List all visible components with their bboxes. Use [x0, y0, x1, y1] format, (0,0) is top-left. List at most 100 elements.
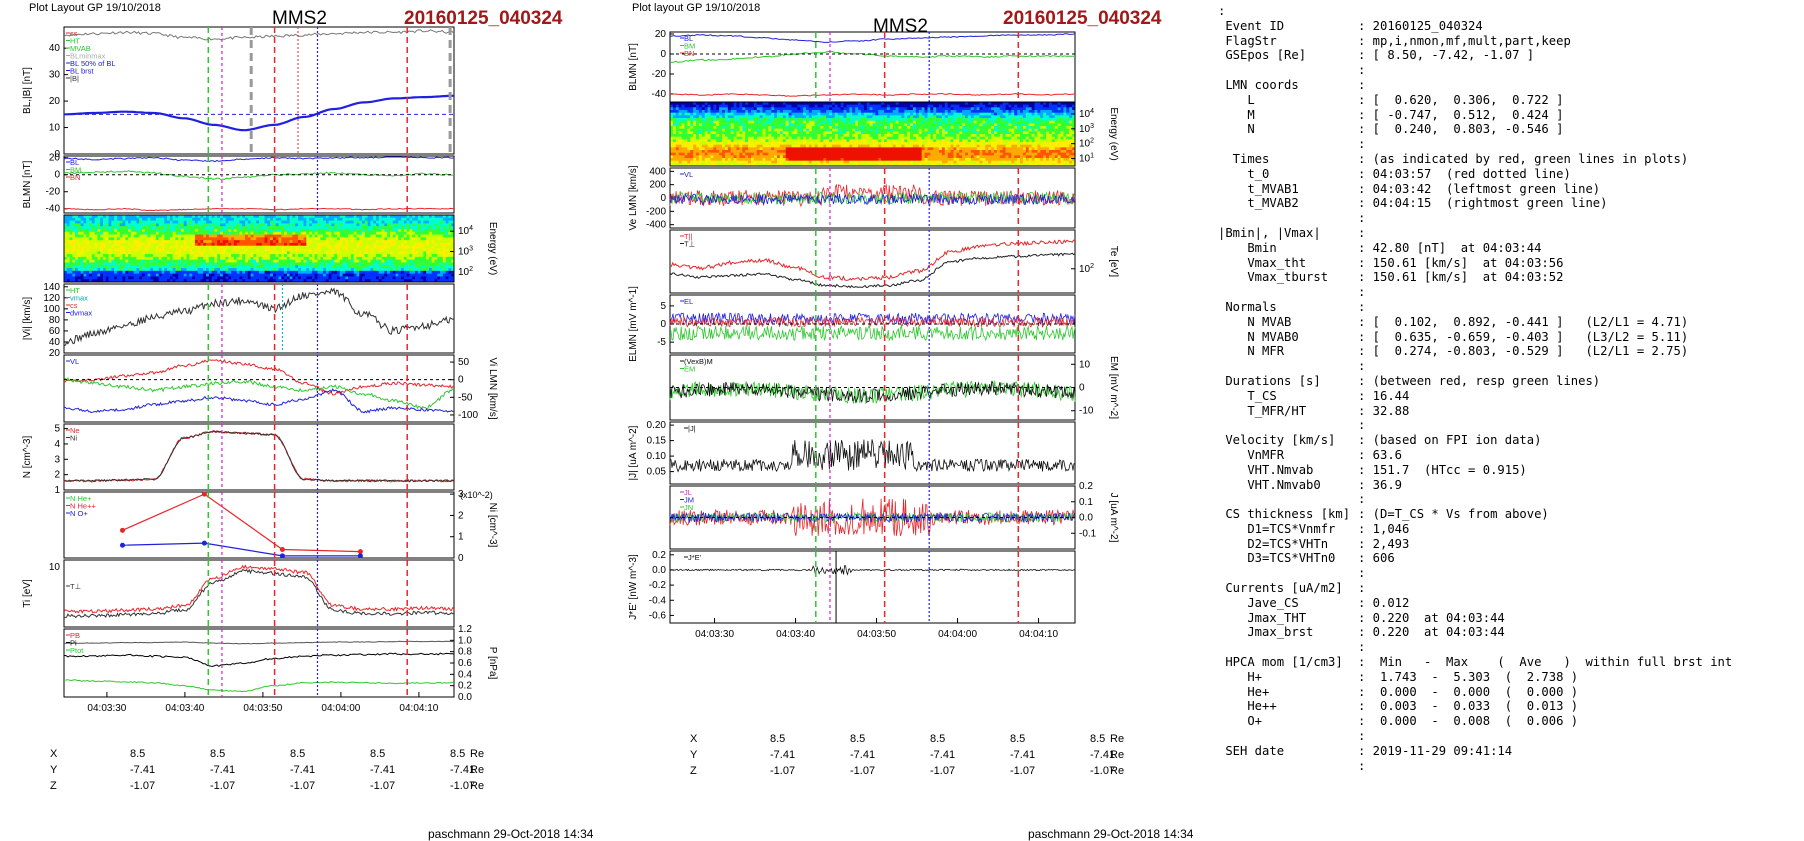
spectrogram-cell [119, 259, 123, 263]
spectrogram-cell [200, 268, 204, 272]
spectrogram-cell [724, 126, 729, 130]
spectrogram-cell [788, 115, 792, 119]
spectrogram-cell [220, 251, 224, 255]
spectrogram-cell [392, 254, 396, 258]
spectrogram-cell [719, 144, 723, 148]
spectrogram-cell [289, 259, 293, 263]
spectrogram-cell [75, 256, 79, 261]
spectrogram-cell [66, 251, 71, 255]
spectrogram-cell [803, 160, 807, 164]
spectrogram-cell [175, 276, 179, 280]
spectrogram-cell [100, 254, 104, 258]
spectrogram-cell [342, 228, 346, 233]
spectrogram-cell [353, 242, 357, 247]
spectrogram-cell [206, 220, 210, 224]
spectrogram-cell [114, 228, 118, 233]
spectrogram-cell [401, 231, 405, 236]
spectrogram-cell [434, 240, 438, 244]
spectrogram-cell [250, 226, 254, 230]
spectrogram-cell [253, 248, 257, 252]
spectrogram-cell [208, 248, 213, 252]
spectrogram-cell [811, 123, 816, 127]
spectrogram-cell [811, 126, 816, 130]
spectrogram-cell [442, 279, 447, 283]
spectrogram-cell [189, 215, 193, 219]
spectrogram-cell [164, 251, 168, 255]
spectrogram-cell [103, 220, 107, 224]
spectrogram-cell [722, 120, 726, 124]
spectrogram-cell [759, 118, 764, 122]
spectrogram-cell [698, 131, 703, 135]
spectrogram-cell [389, 245, 394, 249]
spectrogram-cell [716, 126, 720, 130]
spectrogram-cell [814, 150, 819, 154]
spectrogram-cell [122, 270, 126, 275]
spectrogram-cell [412, 273, 416, 277]
spectrogram-cell [334, 245, 338, 249]
spectrogram-cell [272, 223, 277, 227]
spectrogram-cell [278, 223, 282, 227]
spectrogram-cell [75, 240, 79, 244]
spectrogram-cell [225, 237, 229, 241]
spectrogram-cell [311, 220, 316, 224]
spectrogram-cell [403, 220, 408, 224]
spectrogram-cell [348, 248, 352, 252]
spectrogram-cell [231, 223, 235, 227]
spectrogram-cell [403, 226, 408, 230]
spectrogram-cell [389, 256, 394, 261]
spectrogram-cell [211, 270, 215, 275]
spectrogram-cell [178, 270, 182, 275]
spectrogram-cell [387, 273, 391, 277]
spectrogram-cell [428, 226, 433, 230]
spectrogram-cell [194, 228, 199, 233]
spectrogram-cell [245, 268, 249, 272]
spectrogram-cell [94, 240, 98, 244]
spectrogram-cell [794, 150, 798, 154]
spectrogram-cell [765, 152, 769, 156]
spectrogram-cell [353, 254, 357, 258]
spectrogram-cell [736, 104, 740, 108]
spectrogram-cell [142, 215, 146, 219]
spectrogram-cell [97, 248, 101, 252]
spectrogram-cell [317, 228, 321, 233]
spectrogram-cell [317, 248, 321, 252]
spectrogram-cell [175, 242, 179, 247]
spectrogram-cell [298, 262, 302, 266]
spectrogram-cell [672, 152, 677, 156]
spectrogram-cell [337, 268, 341, 272]
spectrogram-cell [245, 276, 249, 280]
spectrogram-cell [762, 134, 766, 138]
spectrogram-cell [805, 136, 810, 140]
spectrogram-cell [794, 112, 798, 116]
spectrogram-cell [753, 152, 758, 156]
spectrogram-cell [398, 256, 402, 261]
spectrogram-cell [415, 231, 419, 236]
spectrogram-cell [428, 265, 433, 269]
spectrogram-cell [814, 147, 819, 151]
spectrogram-cell [206, 256, 210, 261]
spectrogram-cell [724, 107, 729, 111]
spectrogram-cell [323, 231, 327, 236]
spectrogram-cell [684, 150, 688, 154]
spectrogram-cell [231, 276, 235, 280]
spectrogram-cell [231, 279, 235, 283]
spectrogram-cell [111, 223, 115, 227]
spectrogram-cell [693, 123, 697, 127]
spectrogram-cell [823, 144, 827, 148]
spectrogram-cell [389, 226, 394, 230]
spectrogram-cell [724, 102, 729, 106]
spectrogram-cell [378, 279, 383, 283]
spectrogram-cell [100, 242, 104, 247]
spectrogram-cell [253, 279, 257, 283]
spectrogram-cell [337, 240, 341, 244]
spectrogram-cell [412, 265, 416, 269]
spectrogram-cell [133, 254, 137, 258]
spectrogram-cell [811, 112, 816, 116]
spectrogram-cell [242, 270, 246, 275]
spectrogram-cell [768, 131, 772, 135]
spectrogram-cell [696, 102, 700, 106]
legend-entry: dvmax [70, 309, 92, 318]
spectrogram-cell [356, 268, 360, 272]
spectrogram-cell [331, 240, 335, 244]
